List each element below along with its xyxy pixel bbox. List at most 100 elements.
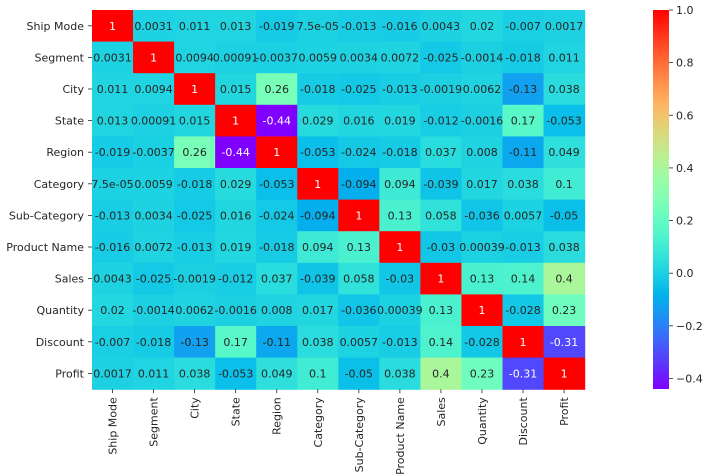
cell-annotation: 0.013 bbox=[220, 20, 252, 33]
heatmap-cell bbox=[92, 104, 134, 137]
cell-annotation: -0.018 bbox=[300, 83, 335, 96]
cell-annotation: -0.016 bbox=[382, 20, 417, 33]
cell-annotation: 0.0062 bbox=[463, 83, 502, 96]
cell-annotation: 1 bbox=[520, 336, 527, 349]
cell-annotation: 0.17 bbox=[511, 115, 536, 128]
heatmap-cell bbox=[461, 357, 504, 390]
heatmap-cell bbox=[338, 136, 380, 169]
cell-annotation: 0.015 bbox=[179, 115, 211, 128]
heatmap-cell bbox=[543, 168, 586, 201]
heatmap-cell bbox=[543, 73, 586, 106]
heatmap-cell bbox=[379, 262, 421, 295]
heatmap-cell bbox=[174, 41, 216, 74]
heatmap-cell bbox=[256, 10, 298, 43]
cell-annotation: -0.019 bbox=[259, 20, 294, 33]
y-tick-label: Segment bbox=[35, 51, 85, 64]
cell-annotation: 7.5e-05 bbox=[297, 20, 339, 33]
heatmap-cell bbox=[256, 73, 298, 106]
heatmap-cell bbox=[174, 199, 216, 232]
cell-annotation: 0.26 bbox=[264, 83, 289, 96]
heatmap-cell bbox=[133, 357, 175, 390]
cell-annotation: -0.0016 bbox=[461, 115, 503, 128]
x-tick-label: Region bbox=[271, 397, 284, 435]
cell-annotation: 1 bbox=[191, 83, 198, 96]
x-tick-label: Category bbox=[312, 397, 325, 448]
y-tick-label: Profit bbox=[55, 367, 84, 380]
cell-annotation: 1 bbox=[109, 20, 116, 33]
y-tick-label: Category bbox=[34, 178, 85, 191]
heatmap-cell bbox=[461, 231, 504, 264]
cell-annotation: -0.028 bbox=[464, 336, 499, 349]
heatmap-cell bbox=[297, 10, 339, 43]
heatmap-cell bbox=[92, 357, 134, 390]
cell-annotation: -0.0037 bbox=[255, 51, 297, 64]
heatmap-cell bbox=[92, 231, 134, 264]
heatmap-cell bbox=[502, 326, 545, 359]
cell-annotation: 0.037 bbox=[261, 273, 293, 286]
heatmap-cell bbox=[133, 104, 175, 137]
cell-annotation: 0.00091 bbox=[213, 51, 259, 64]
cell-annotation: -0.11 bbox=[509, 146, 537, 159]
heatmap-cell bbox=[502, 357, 545, 390]
heatmap-cell bbox=[502, 10, 545, 43]
heatmap-cell bbox=[420, 294, 463, 327]
heatmap-cell bbox=[133, 199, 175, 232]
heatmap-cell bbox=[174, 104, 216, 137]
heatmap-cell bbox=[256, 326, 298, 359]
heatmap-cell bbox=[379, 136, 421, 169]
cell-annotation: 0.23 bbox=[552, 304, 577, 317]
cell-annotation: -0.094 bbox=[300, 209, 335, 222]
cell-annotation: 0.049 bbox=[261, 367, 293, 380]
heatmap-cell bbox=[133, 262, 175, 295]
heatmap-cell bbox=[215, 231, 257, 264]
heatmap-cell bbox=[461, 199, 504, 232]
heatmap-cell bbox=[133, 231, 175, 264]
heatmap-cell bbox=[133, 41, 175, 74]
cell-annotation: 0.011 bbox=[138, 367, 170, 380]
heatmap-cell bbox=[420, 73, 463, 106]
heatmap-cell bbox=[420, 41, 463, 74]
heatmap-cell bbox=[297, 294, 339, 327]
heatmap-cell bbox=[92, 199, 134, 232]
cell-annotation: 0.0043 bbox=[422, 20, 461, 33]
cell-annotation: 0.0072 bbox=[134, 241, 173, 254]
colorbar-tick-label: 0.4 bbox=[676, 162, 694, 175]
cell-annotation: -0.012 bbox=[218, 273, 253, 286]
heatmap-cell bbox=[543, 136, 586, 169]
colorbar-tick-label: −0.2 bbox=[676, 320, 703, 333]
heatmap-cell bbox=[338, 262, 380, 295]
cell-annotation: 0.017 bbox=[466, 178, 498, 191]
cell-annotation: 0.0057 bbox=[504, 209, 543, 222]
heatmap-cell bbox=[543, 326, 586, 359]
heatmap-cell bbox=[92, 294, 134, 327]
cell-annotation: 0.0031 bbox=[134, 20, 173, 33]
colorbar-tick-label: −0.4 bbox=[676, 372, 703, 385]
heatmap-cell bbox=[256, 199, 298, 232]
x-tick-label: Quantity bbox=[476, 397, 489, 445]
cell-annotation: -0.025 bbox=[341, 83, 376, 96]
cell-annotation: -0.016 bbox=[95, 241, 130, 254]
cell-annotation: 7.5e-05 bbox=[91, 178, 133, 191]
heatmap-cell bbox=[461, 136, 504, 169]
cell-annotation: -0.05 bbox=[345, 367, 373, 380]
cell-annotation: -0.0037 bbox=[132, 146, 174, 159]
cell-annotation: 0.0031 bbox=[93, 51, 132, 64]
heatmap-cell bbox=[420, 168, 463, 201]
heatmap-cell bbox=[461, 41, 504, 74]
heatmap-cell bbox=[297, 168, 339, 201]
cell-annotation: -0.013 bbox=[382, 83, 417, 96]
cell-annotation: -0.0019 bbox=[173, 273, 215, 286]
cell-annotation: 1 bbox=[150, 51, 157, 64]
heatmap-cell bbox=[92, 10, 134, 43]
cell-annotation: -0.03 bbox=[427, 241, 455, 254]
cell-annotation: -0.13 bbox=[509, 83, 537, 96]
heatmap-cell bbox=[379, 294, 421, 327]
cell-annotation: 0.0094 bbox=[175, 51, 214, 64]
x-tick-labels: Ship Mode Segment City State Region Category S… bbox=[107, 389, 571, 475]
heatmap-cell bbox=[502, 168, 545, 201]
heatmap-cell bbox=[297, 357, 339, 390]
cell-annotation: 1 bbox=[478, 304, 485, 317]
cell-annotation: 0.038 bbox=[302, 336, 334, 349]
heatmap-cell bbox=[502, 73, 545, 106]
cell-annotation: 0.13 bbox=[429, 304, 454, 317]
